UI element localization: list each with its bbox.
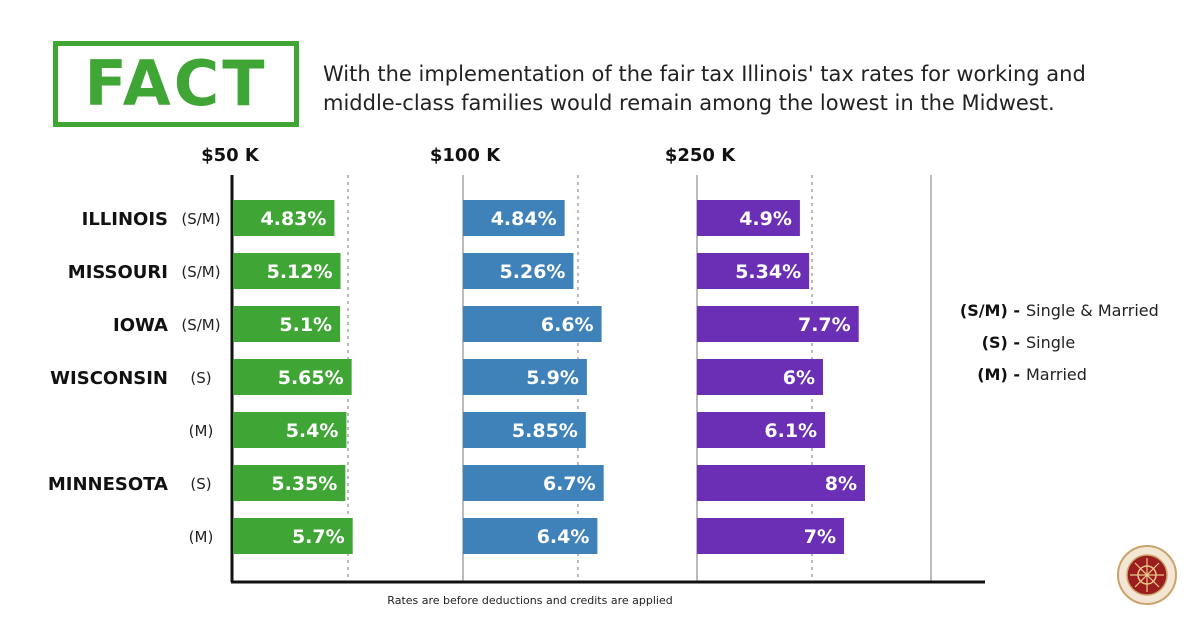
bar-value-label: 6.6% bbox=[541, 314, 594, 336]
state-seal-icon bbox=[1117, 545, 1177, 605]
filing-label: (S/M) bbox=[181, 210, 220, 228]
filing-label: (S) bbox=[190, 369, 211, 387]
bar-value-label: 4.84% bbox=[491, 208, 557, 230]
bar bbox=[463, 465, 604, 501]
bar bbox=[463, 518, 598, 554]
group-title: $50 K bbox=[201, 145, 260, 166]
state-label: MISSOURI bbox=[68, 262, 168, 283]
bar bbox=[233, 306, 341, 342]
bar-value-label: 5.65% bbox=[278, 367, 344, 389]
bar bbox=[463, 200, 565, 236]
bar bbox=[697, 200, 800, 236]
bar bbox=[697, 518, 844, 554]
bar-value-label: 8% bbox=[825, 473, 857, 495]
legend-description: Married bbox=[1026, 365, 1087, 384]
bar-value-label: 7.7% bbox=[798, 314, 851, 336]
fact-badge: FACT bbox=[53, 41, 299, 127]
legend-description: Single bbox=[1026, 333, 1075, 352]
fact-badge-text: FACT bbox=[84, 47, 268, 120]
state-label: IOWA bbox=[113, 315, 168, 336]
bar bbox=[697, 253, 810, 289]
bar bbox=[233, 200, 335, 236]
bar-value-label: 5.1% bbox=[279, 314, 332, 336]
bar bbox=[233, 518, 353, 554]
legend-code: (M) - bbox=[977, 365, 1020, 384]
bar bbox=[697, 412, 826, 448]
bar-value-label: 5.4% bbox=[286, 420, 339, 442]
filing-label: (S/M) bbox=[181, 263, 220, 281]
filing-label: (S/M) bbox=[181, 316, 220, 334]
group-title: $250 K bbox=[665, 145, 736, 166]
filing-label: (M) bbox=[189, 422, 214, 440]
bar-value-label: 5.34% bbox=[735, 261, 801, 283]
headline: With the implementation of the fair tax … bbox=[323, 62, 1086, 115]
bar bbox=[697, 465, 865, 501]
bar bbox=[233, 359, 352, 395]
bar-value-label: 5.35% bbox=[271, 473, 337, 495]
bar-value-label: 5.85% bbox=[512, 420, 578, 442]
bar bbox=[697, 359, 823, 395]
state-label: MINNESOTA bbox=[48, 474, 168, 495]
bar-value-label: 7% bbox=[804, 526, 836, 548]
legend-code: (S/M) - bbox=[960, 301, 1020, 320]
bar bbox=[697, 306, 859, 342]
group-title: $100 K bbox=[430, 145, 501, 166]
bar-value-label: 6.4% bbox=[537, 526, 590, 548]
bar bbox=[463, 359, 587, 395]
bar-value-label: 4.83% bbox=[261, 208, 327, 230]
bar bbox=[233, 253, 341, 289]
bar-value-label: 6% bbox=[783, 367, 815, 389]
legend-description: Single & Married bbox=[1026, 301, 1159, 320]
bar bbox=[233, 412, 347, 448]
filing-label: (M) bbox=[189, 528, 214, 546]
state-label: ILLINOIS bbox=[82, 209, 168, 230]
bar-value-label: 4.9% bbox=[739, 208, 792, 230]
bar-value-label: 5.12% bbox=[267, 261, 333, 283]
legend-code: (S) - bbox=[982, 333, 1020, 352]
footnote: Rates are before deductions and credits … bbox=[387, 594, 673, 607]
bar-value-label: 5.7% bbox=[292, 526, 345, 548]
bar-value-label: 6.7% bbox=[543, 473, 596, 495]
bar bbox=[463, 306, 602, 342]
filing-label: (S) bbox=[190, 475, 211, 493]
bar bbox=[463, 253, 574, 289]
bar-value-label: 5.26% bbox=[500, 261, 566, 283]
bar bbox=[233, 465, 346, 501]
bar-value-label: 6.1% bbox=[764, 420, 817, 442]
state-label: WISCONSIN bbox=[50, 368, 168, 389]
bar bbox=[463, 412, 586, 448]
bar-value-label: 5.9% bbox=[526, 367, 579, 389]
